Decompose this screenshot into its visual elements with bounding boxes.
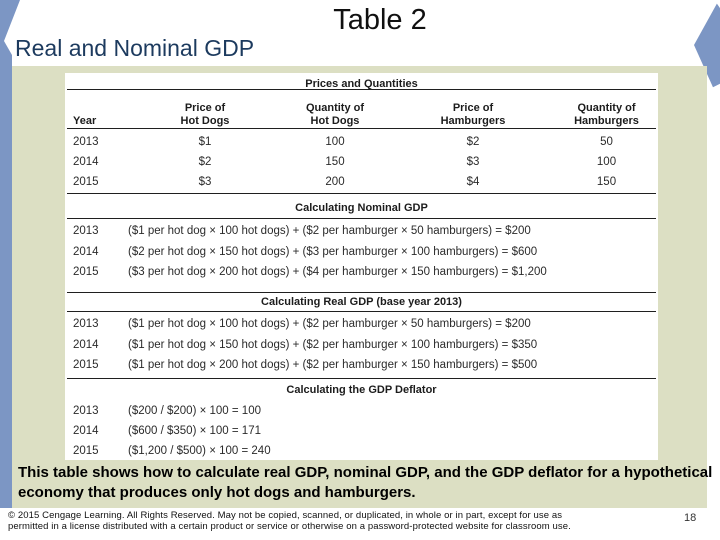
table-rule (67, 128, 656, 129)
year-cell: 2013 (73, 405, 99, 417)
copyright-line-2: permitted in a license distributed with … (8, 520, 571, 532)
year-cell: 2015 (73, 176, 99, 188)
formula-cell: ($1 per hot dog × 150 hot dogs) + ($2 pe… (128, 338, 538, 351)
table-cell: $1 (198, 136, 212, 148)
section-heading-nominal-gdp: Calculating Nominal GDP (295, 202, 428, 214)
year-cell: 2013 (73, 318, 99, 330)
table-row: 2015 ($3 per hot dog × 200 hot dogs) + (… (65, 262, 658, 283)
table-cell: $3 (198, 176, 212, 188)
table-cell: 100 (325, 136, 345, 148)
year-cell: 2014 (73, 425, 99, 437)
column-header-line: Hot Dogs (310, 115, 360, 127)
table-row: 2013 ($1 per hot dog × 100 hot dogs) + (… (65, 221, 658, 242)
table-cell: 200 (325, 176, 345, 188)
formula-cell: ($1 per hot dog × 200 hot dogs) + ($2 pe… (128, 359, 538, 371)
column-header-year: Year (65, 115, 131, 128)
table-cell: $2 (198, 156, 212, 168)
real-gdp-rows: 2013 ($1 per hot dog × 100 hot dogs) + (… (65, 314, 658, 376)
column-header-line: Quantity of (577, 102, 636, 114)
table-cell: 150 (596, 176, 617, 188)
column-header-line: Year (73, 115, 97, 127)
table-rule (67, 378, 656, 379)
section-heading-gdp-deflator: Calculating the GDP Deflator (286, 384, 437, 396)
formula-cell: ($600 / $350) × 100 = 171 (128, 425, 261, 437)
copyright-text: © 2015 Cengage Learning. All Rights Rese… (8, 510, 668, 532)
table-cell: 150 (325, 156, 345, 168)
formula-cell: ($3 per hot dog × 200 hot dogs) + ($4 pe… (128, 266, 547, 278)
table-cell: $4 (466, 176, 480, 188)
section-heading-prices: Prices and Quantities (305, 78, 418, 90)
column-header-line: Hamburgers (574, 115, 639, 127)
table-row: 2014 ($2 per hot dog × 150 hot dogs) + (… (65, 242, 658, 263)
column-header-qty-hotdogs: Quantity of Hot Dogs (279, 102, 391, 128)
year-cell: 2013 (73, 136, 99, 148)
table-cell: $2 (466, 136, 480, 148)
column-header-line: Price of (452, 102, 494, 114)
year-cell: 2014 (73, 338, 99, 351)
table-row: 2013 ($200 / $200) × 100 = 100 (65, 401, 658, 421)
gdp-table-figure: Prices and Quantities Year Price of Hot … (65, 73, 658, 460)
prices-rows: 2013 $1 100 $2 50 2014 $2 150 $3 100 201… (65, 132, 658, 192)
table-row: 2015 ($1,200 / $500) × 100 = 240 (65, 441, 658, 461)
formula-cell: ($1 per hot dog × 100 hot dogs) + ($2 pe… (128, 318, 531, 330)
table-row: 2015 ($1 per hot dog × 200 hot dogs) + (… (65, 355, 658, 376)
column-header-qty-hamburgers: Quantity of Hamburgers (555, 102, 658, 128)
formula-cell: ($1 per hot dog × 100 hot dogs) + ($2 pe… (128, 225, 531, 237)
gdp-deflator-rows: 2013 ($200 / $200) × 100 = 100 2014 ($60… (65, 401, 658, 461)
table-rule (67, 292, 656, 293)
year-cell: 2014 (73, 156, 99, 168)
column-header-line: Quantity of (305, 102, 365, 114)
year-cell: 2013 (73, 225, 99, 237)
nominal-gdp-rows: 2013 ($1 per hot dog × 100 hot dogs) + (… (65, 221, 658, 283)
table-row: 2014 ($600 / $350) × 100 = 171 (65, 421, 658, 441)
page-number: 18 (684, 512, 697, 524)
table-cell: 100 (596, 156, 617, 168)
year-cell: 2015 (73, 266, 99, 278)
formula-cell: ($2 per hot dog × 150 hot dogs) + ($3 pe… (128, 245, 538, 258)
table-row: 2015 $3 200 $4 150 (65, 172, 658, 192)
table-cell: $3 (466, 156, 480, 168)
year-cell: 2015 (73, 359, 99, 371)
table-row: 2013 ($1 per hot dog × 100 hot dogs) + (… (65, 314, 658, 335)
table-rule (67, 218, 656, 219)
copyright-line-1: © 2015 Cengage Learning. All Rights Rese… (8, 510, 563, 521)
table-rule (67, 89, 656, 90)
table-rule (67, 311, 656, 312)
slide-subtitle: Real and Nominal GDP (15, 35, 255, 61)
column-header-line: Hamburgers (440, 115, 506, 127)
column-header-line: Price of (184, 102, 226, 114)
slide-caption: This table shows how to calculate real G… (18, 464, 713, 501)
table-cell: 50 (600, 136, 613, 148)
slide-title: Table 2 (333, 4, 427, 36)
table-row: 2014 ($1 per hot dog × 150 hot dogs) + (… (65, 335, 658, 356)
year-cell: 2014 (73, 245, 99, 258)
column-header-line: Hot Dogs (180, 115, 230, 127)
column-header-price-hotdogs: Price of Hot Dogs (131, 102, 279, 128)
table-column-headers: Year Price of Hot Dogs Quantity of Hot D… (65, 93, 658, 128)
table-row: 2014 $2 150 $3 100 (65, 152, 658, 172)
formula-cell: ($200 / $200) × 100 = 100 (128, 405, 261, 417)
table-rule (67, 193, 656, 194)
column-header-price-hamburgers: Price of Hamburgers (391, 102, 555, 128)
year-cell: 2015 (73, 445, 99, 457)
table-row: 2013 $1 100 $2 50 (65, 132, 658, 152)
section-heading-real-gdp: Calculating Real GDP (base year 2013) (261, 296, 462, 308)
formula-cell: ($1,200 / $500) × 100 = 240 (128, 445, 271, 457)
